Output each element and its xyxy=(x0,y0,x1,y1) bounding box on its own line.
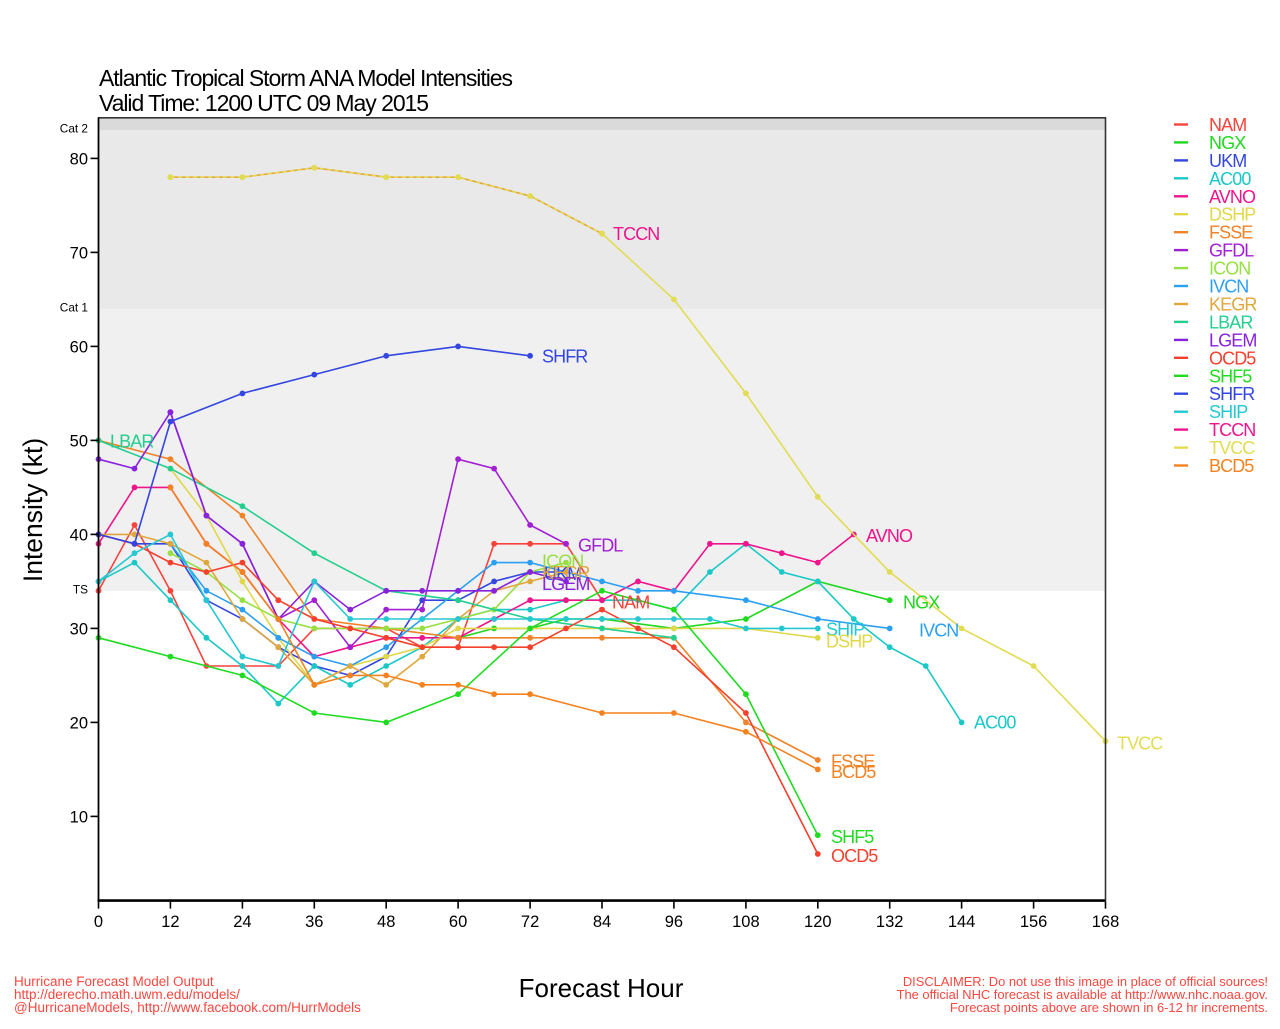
svg-text:120: 120 xyxy=(804,913,832,931)
svg-text:TS: TS xyxy=(73,582,88,596)
svg-text:72: 72 xyxy=(521,913,539,931)
svg-text:TVCC: TVCC xyxy=(1209,438,1255,458)
svg-text:Forecast points above are show: Forecast points above are shown in 6-12 … xyxy=(950,1000,1268,1015)
svg-text:108: 108 xyxy=(732,913,760,931)
svg-text:AC00: AC00 xyxy=(1209,169,1251,189)
svg-text:40: 40 xyxy=(70,526,88,544)
svg-text:SHF5: SHF5 xyxy=(831,827,874,847)
svg-text:60: 60 xyxy=(449,913,467,931)
svg-text:Cat 1: Cat 1 xyxy=(60,300,88,314)
svg-text:KEGR: KEGR xyxy=(1209,295,1257,315)
svg-text:144: 144 xyxy=(948,913,976,931)
svg-text:10: 10 xyxy=(70,808,88,826)
svg-text:30: 30 xyxy=(70,620,88,638)
svg-text:80: 80 xyxy=(70,150,88,168)
svg-text:SHFR: SHFR xyxy=(542,347,588,367)
svg-text:96: 96 xyxy=(665,913,683,931)
svg-text:http://derecho.math.uwm.edu/mo: http://derecho.math.uwm.edu/models/ xyxy=(14,987,240,1002)
svg-text:BCD5: BCD5 xyxy=(831,762,876,782)
svg-text:ICON: ICON xyxy=(1209,259,1250,279)
svg-text:12: 12 xyxy=(161,913,179,931)
svg-text:AVNO: AVNO xyxy=(866,526,913,546)
svg-text:AC00: AC00 xyxy=(974,713,1016,733)
svg-text:DSHP: DSHP xyxy=(826,632,873,652)
svg-text:TCCN: TCCN xyxy=(1209,420,1255,440)
svg-text:60: 60 xyxy=(70,338,88,356)
svg-text:LGEM: LGEM xyxy=(1209,330,1256,350)
svg-text:DSHP: DSHP xyxy=(1209,205,1256,225)
svg-text:UKM: UKM xyxy=(1209,151,1246,171)
svg-text:SHIP: SHIP xyxy=(826,620,865,640)
svg-text:FSSE: FSSE xyxy=(1209,223,1253,243)
svg-text:ICON: ICON xyxy=(542,552,583,572)
svg-text:0: 0 xyxy=(94,913,103,931)
svg-text:Cat 2: Cat 2 xyxy=(60,122,88,136)
svg-text:GFDL: GFDL xyxy=(578,536,623,556)
svg-text:168: 168 xyxy=(1092,913,1120,931)
svg-text:50: 50 xyxy=(70,432,88,450)
svg-text:36: 36 xyxy=(305,913,323,931)
svg-text:BCD5: BCD5 xyxy=(1209,456,1254,476)
svg-text:LBAR: LBAR xyxy=(110,432,154,452)
svg-text:Intensity (kt): Intensity (kt) xyxy=(18,438,48,582)
svg-text:LBAR: LBAR xyxy=(1209,312,1253,332)
svg-text:LGEM: LGEM xyxy=(542,574,589,594)
svg-text:AVNO: AVNO xyxy=(1209,187,1256,207)
svg-text:Hurricane Forecast Model Outpu: Hurricane Forecast Model Output xyxy=(14,974,214,989)
svg-text:Valid Time: 1200 UTC 09 May 20: Valid Time: 1200 UTC 09 May 2015 xyxy=(99,90,428,116)
svg-text:The official NHC forecast is a: The official NHC forecast is available a… xyxy=(897,987,1268,1002)
svg-text:GFDL: GFDL xyxy=(1209,241,1254,261)
svg-text:NAM: NAM xyxy=(1209,115,1246,135)
svg-text:24: 24 xyxy=(233,913,251,931)
svg-text:TCCN: TCCN xyxy=(613,224,659,244)
svg-text:DISCLAIMER: Do not use this im: DISCLAIMER: Do not use this image in pla… xyxy=(903,974,1268,989)
svg-text:@HurricaneModels, http://www.f: @HurricaneModels, http://www.facebook.co… xyxy=(14,1000,361,1015)
svg-text:IVCN: IVCN xyxy=(919,621,958,641)
svg-text:156: 156 xyxy=(1020,913,1048,931)
svg-text:70: 70 xyxy=(70,244,88,262)
svg-text:OCD5: OCD5 xyxy=(831,846,878,866)
svg-text:Forecast Hour: Forecast Hour xyxy=(519,973,684,1003)
svg-text:NGX: NGX xyxy=(1209,133,1246,153)
svg-text:TVCC: TVCC xyxy=(1117,734,1163,754)
svg-text:NGX: NGX xyxy=(903,593,940,613)
svg-text:Atlantic Tropical Storm ANA Mo: Atlantic Tropical Storm ANA Model Intens… xyxy=(99,65,513,91)
svg-text:132: 132 xyxy=(876,913,904,931)
svg-text:SHIP: SHIP xyxy=(1209,402,1248,422)
svg-text:OCD5: OCD5 xyxy=(1209,348,1256,368)
svg-text:UKM: UKM xyxy=(544,564,581,584)
svg-text:KEGR: KEGR xyxy=(542,563,590,583)
svg-text:NAM: NAM xyxy=(612,593,649,613)
svg-text:SHFR: SHFR xyxy=(1209,384,1255,404)
svg-text:SHF5: SHF5 xyxy=(1209,366,1252,386)
svg-text:84: 84 xyxy=(593,913,611,931)
svg-text:48: 48 xyxy=(377,913,395,931)
svg-text:20: 20 xyxy=(70,714,88,732)
svg-text:FSSE: FSSE xyxy=(831,752,875,772)
svg-text:IVCN: IVCN xyxy=(1209,277,1248,297)
